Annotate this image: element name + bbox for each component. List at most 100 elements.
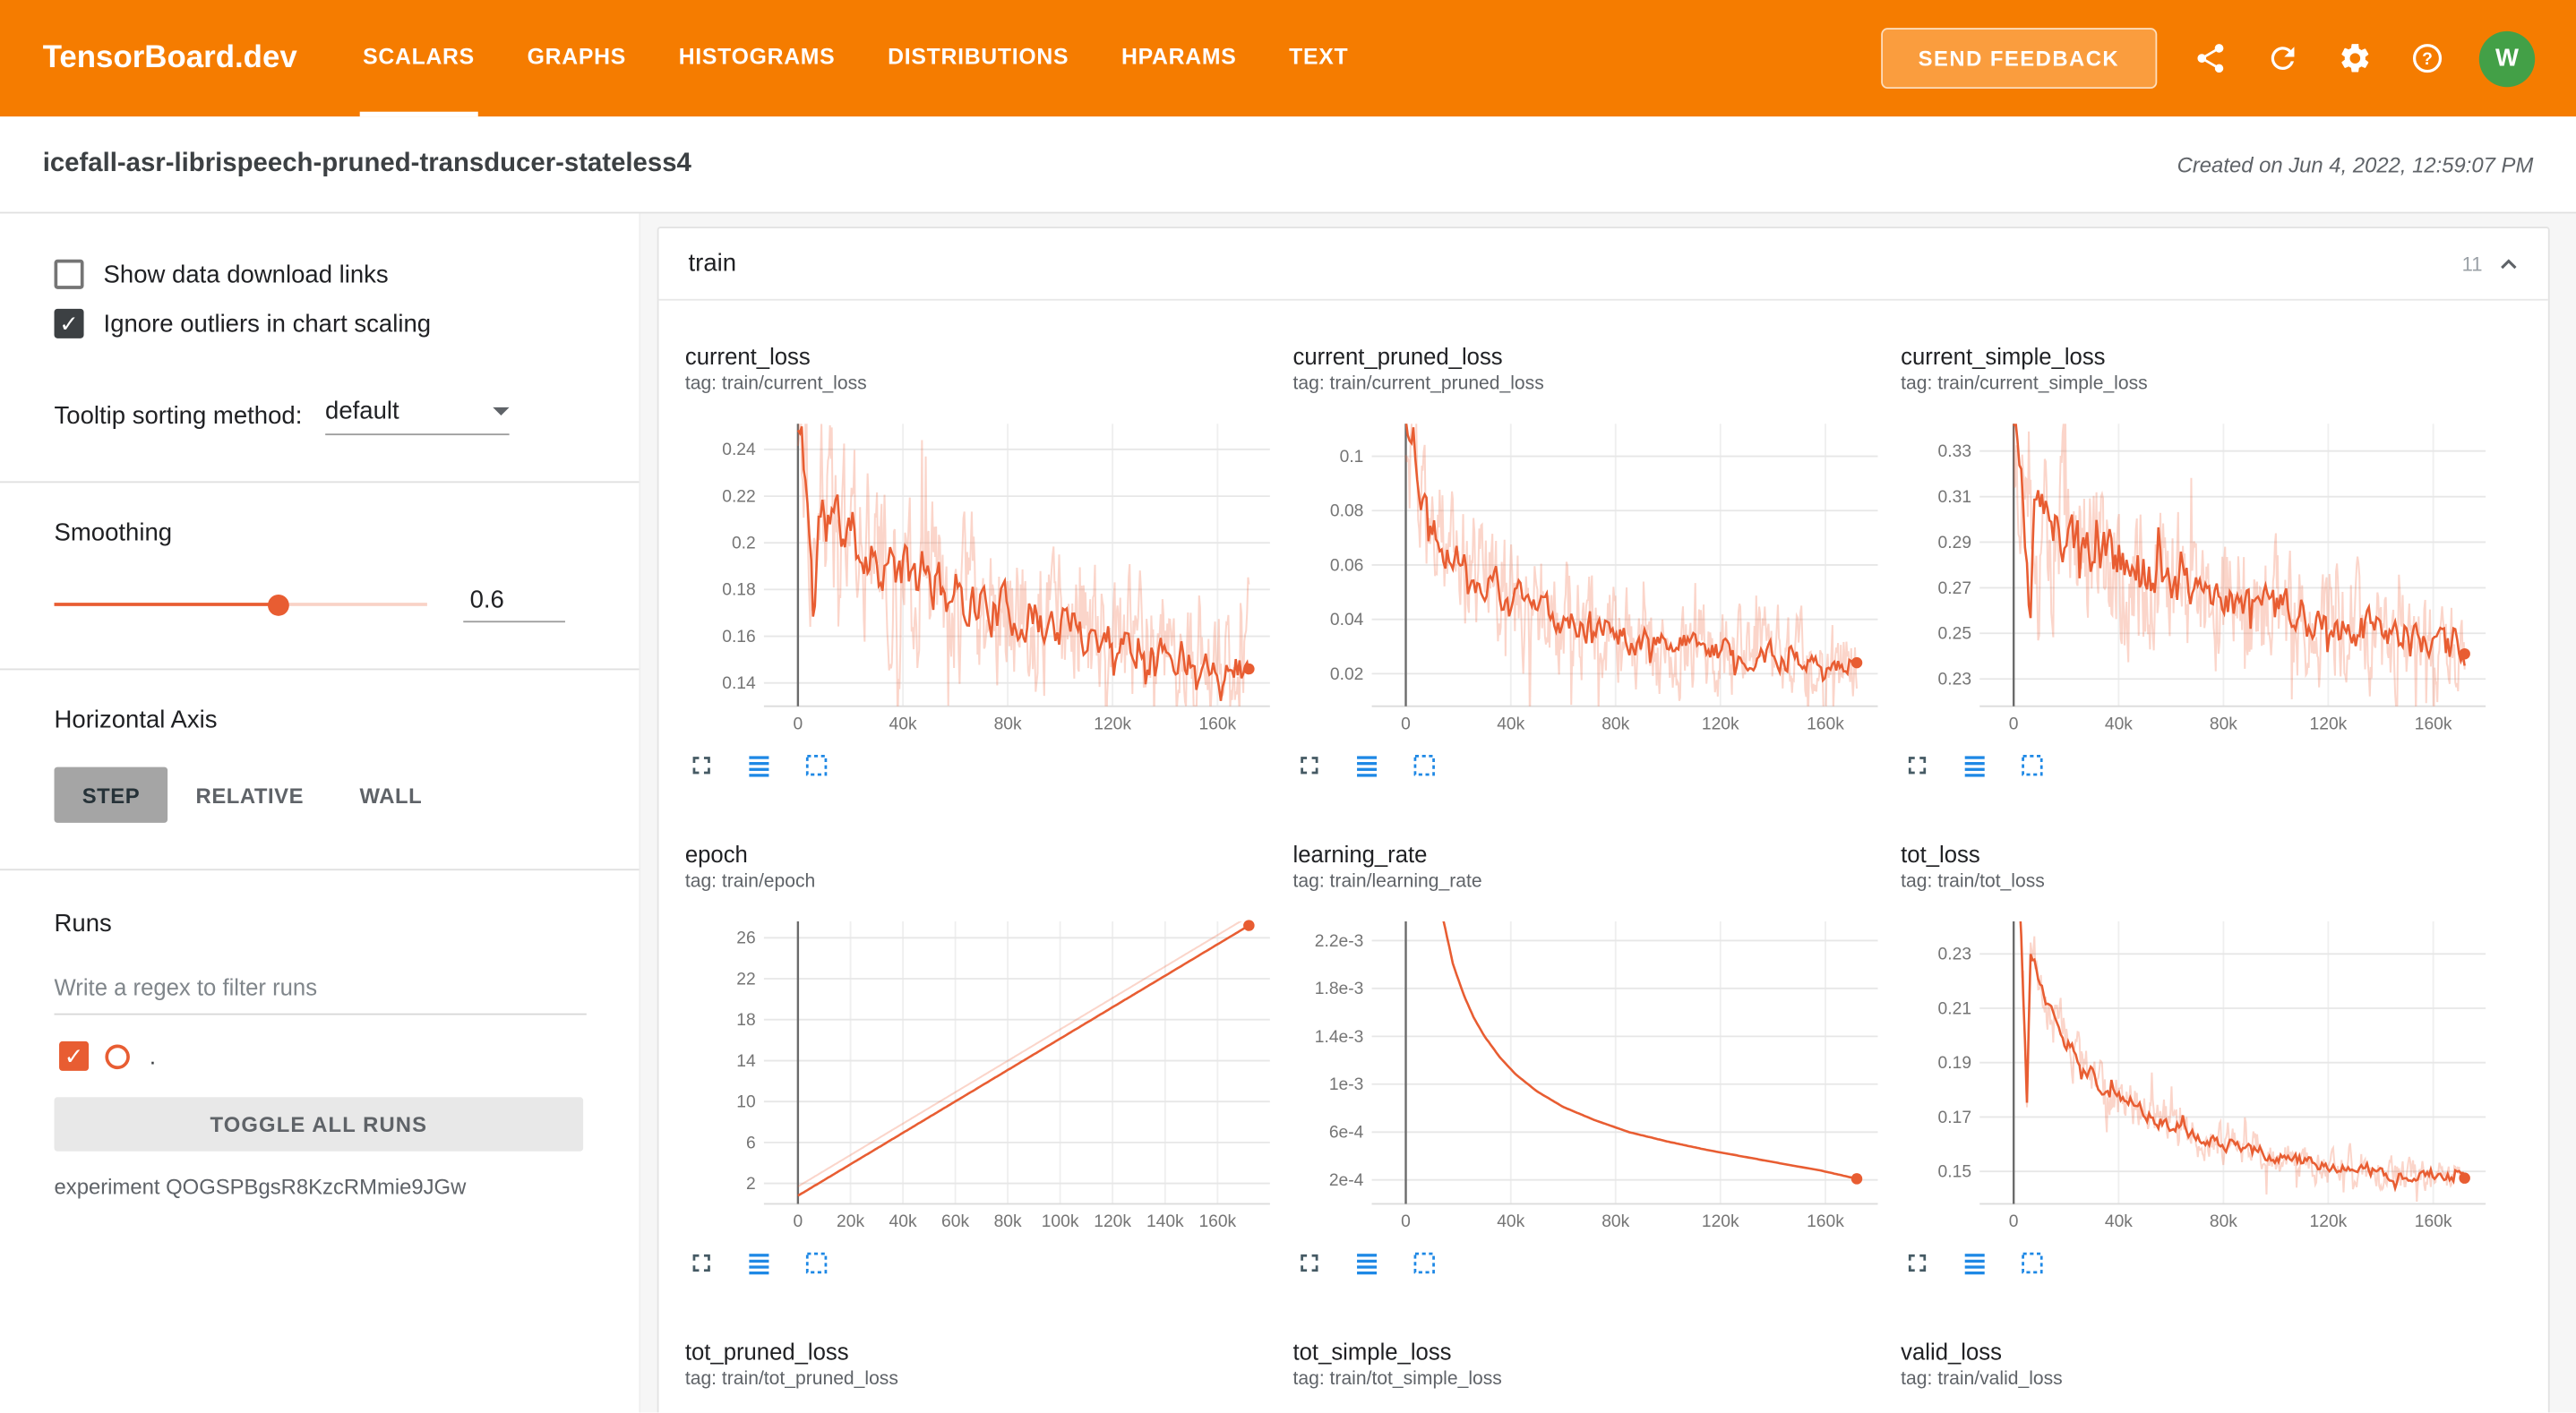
log-scale-button[interactable] (1351, 1246, 1384, 1280)
help-icon[interactable]: ? (2407, 39, 2446, 78)
tab-text[interactable]: TEXT (1289, 43, 1349, 69)
log-scale-icon (1964, 1254, 1985, 1275)
fullscreen-button[interactable] (1901, 749, 1934, 782)
chart-plot[interactable]: 0 40k 80k 120k 160k 0.14 0.16 0.18 0.2 0.22 0.24 (685, 414, 1276, 742)
svg-text:0.19: 0.19 (1938, 1054, 1971, 1073)
tab-scalars[interactable]: SCALARS (359, 0, 478, 117)
chart-card-current_loss: current_loss tag: train/current_loss 0 40k 8… (685, 343, 1293, 782)
chart-count-badge: 11 (2461, 252, 2483, 276)
settings-icon[interactable] (2334, 39, 2374, 78)
chart-plot[interactable]: 0 20k 40k 60k 80k 100k 120k 140k 160k26101418222… (685, 912, 1276, 1240)
svg-text:120k: 120k (2310, 1212, 2348, 1231)
axis-relative-button[interactable]: RELATIVE (167, 767, 331, 823)
chart-plot[interactable]: 0 40k 80k 120k 160k 0.15 0.17 0.19 0.21 0.23 (1901, 912, 2492, 1240)
run-checkbox[interactable]: ✓ (59, 1040, 90, 1071)
chart-card-learning_rate: learning_rate tag: train/learning_rate 0 40… (1293, 841, 1902, 1280)
svg-text:0: 0 (794, 1212, 803, 1231)
tab-distributions[interactable]: DISTRIBUTIONS (888, 43, 1069, 69)
chart-tag: tag: train/tot_simple_loss (1292, 1369, 1502, 1390)
runs-filter-input[interactable] (54, 963, 587, 1015)
fullscreen-button[interactable] (1901, 1246, 1934, 1280)
smoothing-slider[interactable] (54, 593, 427, 616)
slider-thumb[interactable] (268, 594, 290, 616)
svg-text:160k: 160k (2415, 1212, 2452, 1231)
smoothing-value-input[interactable]: 0.6 (463, 587, 565, 623)
log-scale-button[interactable] (1958, 1246, 1991, 1280)
horizontal-axis-buttons: STEP RELATIVE WALL (54, 766, 640, 823)
chart-plot[interactable]: 0 40k 80k 120k 160k 0.23 0.25 0.27 0.29 0.31 0.33 (1901, 414, 2492, 742)
svg-text:120k: 120k (1094, 715, 1131, 733)
svg-text:2: 2 (746, 1175, 756, 1194)
svg-text:0.16: 0.16 (722, 628, 755, 647)
log-scale-button[interactable] (1958, 749, 1991, 782)
train-section-header[interactable]: train 11 (658, 228, 2548, 301)
fullscreen-button[interactable] (1293, 749, 1327, 782)
experiment-bar: icefall-asr-librispeech-pruned-transduce… (0, 116, 2576, 214)
share-icon[interactable] (2190, 39, 2229, 78)
chart-plot[interactable]: 0 40k 80k 120k 160k 2e-4 6e-4 1e-3 1.4e-3 1.8e-3 2… (1293, 912, 1885, 1240)
brand-logo: TensorBoard.dev (42, 39, 297, 75)
avatar[interactable]: W (2478, 30, 2536, 87)
svg-text:6e-4: 6e-4 (1329, 1124, 1364, 1143)
chart-toolbar (685, 749, 1293, 782)
svg-text:40k: 40k (889, 1212, 917, 1231)
svg-text:0.29: 0.29 (1938, 534, 1971, 552)
fullscreen-icon (1908, 1254, 1927, 1272)
section-title: train (688, 249, 737, 278)
log-scale-button[interactable] (743, 749, 776, 782)
svg-text:0.33: 0.33 (1938, 442, 1971, 461)
axis-wall-button[interactable]: WALL (331, 767, 450, 823)
show-download-links-checkbox[interactable]: ✓ (54, 259, 84, 289)
chart-plot[interactable]: 0 40k 80k 120k 160k 0.02 0.04 0.06 0.08 0.1 (1293, 414, 1885, 742)
svg-text:80k: 80k (1601, 1212, 1629, 1231)
fit-domain-button[interactable] (2016, 749, 2049, 782)
chart-card-tot_loss: tot_loss tag: train/tot_loss 0 40k 80k 120k 16… (1901, 841, 2509, 1280)
run-color-swatch[interactable] (105, 1043, 130, 1069)
svg-text:0: 0 (794, 715, 803, 733)
chart-title: tot_loss (1901, 841, 1980, 868)
ignore-outliers-checkbox[interactable]: ✓ (54, 308, 84, 338)
fit-domain-button[interactable] (800, 749, 833, 782)
svg-text:0.18: 0.18 (722, 581, 755, 600)
chart-title: valid_loss (1901, 1338, 2002, 1366)
toggle-all-runs-button[interactable]: TOGGLE ALL RUNS (54, 1097, 584, 1152)
svg-text:0.25: 0.25 (1938, 625, 1971, 644)
send-feedback-button[interactable]: SEND FEEDBACK (1880, 28, 2158, 90)
show-download-links-row[interactable]: ✓ Show data download links (54, 259, 585, 289)
tooltip-sorting-select[interactable]: default (325, 398, 510, 436)
fit-domain-button[interactable] (1408, 1246, 1441, 1280)
settings-sidebar: ✓ Show data download links ✓ Ignore outl… (0, 213, 641, 1413)
svg-text:0.02: 0.02 (1330, 665, 1363, 684)
fullscreen-button[interactable] (685, 749, 718, 782)
axis-step-button[interactable]: STEP (54, 766, 168, 823)
svg-text:0.24: 0.24 (722, 441, 756, 459)
chart-card-tot_pruned_loss: tot_pruned_loss tag: train/tot_pruned_los… (685, 1339, 1293, 1390)
chart-title: current_loss (684, 343, 811, 370)
fullscreen-button[interactable] (1293, 1246, 1327, 1280)
fit-domain-button[interactable] (1408, 749, 1441, 782)
chevron-up-icon[interactable] (2492, 247, 2525, 280)
fullscreen-icon (1301, 1254, 1318, 1272)
fullscreen-button[interactable] (685, 1246, 718, 1280)
svg-text:40k: 40k (1497, 715, 1524, 733)
main-content: train 11 current_loss tag: train/current_… (640, 213, 2576, 1413)
tab-histograms[interactable]: HISTOGRAMS (678, 43, 836, 69)
fit-domain-icon (2022, 1252, 2043, 1274)
chart-toolbar (1901, 1246, 2509, 1280)
svg-text:18: 18 (736, 1011, 755, 1030)
chart-tag: tag: train/epoch (684, 871, 816, 892)
tab-graphs[interactable]: GRAPHS (527, 43, 627, 69)
experiment-title: icefall-asr-librispeech-pruned-transduce… (42, 149, 691, 178)
ignore-outliers-row[interactable]: ✓ Ignore outliers in chart scaling (54, 308, 585, 338)
chart-card-current_pruned_loss: current_pruned_loss tag: train/current_pr… (1293, 343, 1902, 782)
experiment-id: experiment QOGSPBgsR8KzcRMmie9JGw (54, 1174, 467, 1199)
svg-text:80k: 80k (2210, 1212, 2237, 1231)
log-scale-button[interactable] (1351, 749, 1384, 782)
svg-text:0.17: 0.17 (1938, 1109, 1971, 1127)
fit-domain-button[interactable] (800, 1246, 833, 1280)
refresh-icon[interactable] (2263, 39, 2302, 78)
tab-hparams[interactable]: HPARAMS (1121, 43, 1237, 69)
fit-domain-button[interactable] (2016, 1246, 2049, 1280)
tooltip-sorting-label: Tooltip sorting method: (54, 402, 303, 431)
log-scale-button[interactable] (743, 1246, 776, 1280)
